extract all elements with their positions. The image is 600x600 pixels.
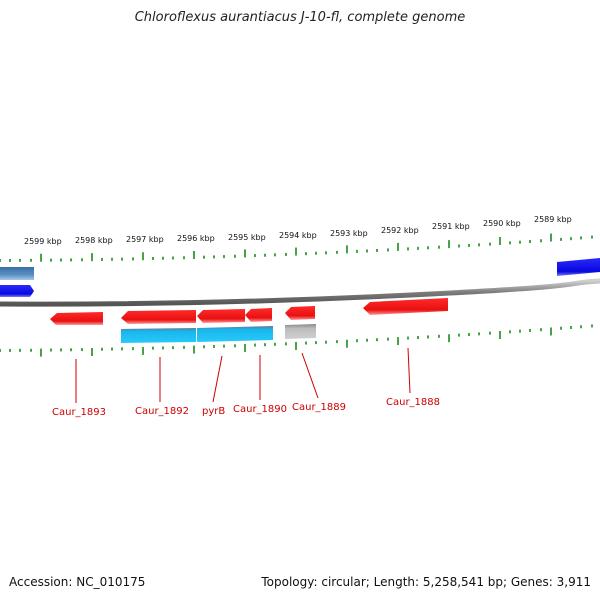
annotation-feature-pyrb[interactable] <box>197 326 273 342</box>
scale-tick-label: 2594 kbp <box>279 231 317 240</box>
forward-feature-left-cds[interactable] <box>0 285 34 297</box>
gene-labels: Caur_1893 Caur_1892 pyrB Caur_1890 Caur_… <box>52 397 440 418</box>
genome-backbone <box>0 278 600 307</box>
gene-caur-1890[interactable] <box>245 308 272 322</box>
gene-label-caur-1890[interactable]: Caur_1890 <box>233 404 287 415</box>
leader-line-pyrb <box>212 355 223 403</box>
scale-tick-label: 2598 kbp <box>75 236 113 245</box>
reverse-annotation-features <box>121 324 316 343</box>
accession-text: Accession: NC_010175 <box>9 575 146 589</box>
gene-pyrb[interactable] <box>197 309 245 323</box>
gene-caur-1892[interactable] <box>121 310 196 324</box>
scale-tick-row-upper <box>0 233 593 262</box>
gene-label-caur-1888[interactable]: Caur_1888 <box>386 397 440 408</box>
scale-tick-row-lower <box>0 324 593 357</box>
annotation-feature-caur-1892[interactable] <box>121 328 196 343</box>
scale-tick-label: 2593 kbp <box>330 229 368 238</box>
scale-tick-label: 2591 kbp <box>432 222 470 231</box>
annotation-feature-caur-1889[interactable] <box>285 324 316 339</box>
scale-tick-label: 2592 kbp <box>381 226 419 235</box>
leader-line-caur-1888 <box>407 347 411 394</box>
gene-caur-1893[interactable] <box>50 312 103 325</box>
gene-label-caur-1889[interactable]: Caur_1889 <box>292 402 346 413</box>
scale-tick-label: 2589 kbp <box>534 215 572 224</box>
gene-label-leaders <box>75 347 411 403</box>
gene-label-caur-1892[interactable]: Caur_1892 <box>135 406 189 417</box>
forward-feature-right-cds[interactable] <box>557 258 600 276</box>
reverse-strand-features <box>50 298 448 325</box>
gene-label-caur-1893[interactable]: Caur_1893 <box>52 407 106 418</box>
scale-tick-label: 2590 kbp <box>483 219 521 228</box>
genome-summary-text: Topology: circular; Length: 5,258,541 bp… <box>261 575 591 589</box>
gene-caur-1889[interactable] <box>285 306 315 320</box>
scale-labels: 2599 kbp 2598 kbp 2597 kbp 2596 kbp 2595… <box>24 215 572 246</box>
forward-feature-left-annotation[interactable] <box>0 267 34 280</box>
map-title: Chloroflexus aurantiacus J-10-fl, comple… <box>134 10 466 25</box>
forward-strand-features <box>0 258 600 297</box>
leader-line-caur-1889 <box>301 352 319 399</box>
scale-tick-label: 2599 kbp <box>24 237 62 246</box>
scale-tick-label: 2597 kbp <box>126 235 164 244</box>
scale-tick-label: 2595 kbp <box>228 233 266 242</box>
scale-tick-label: 2596 kbp <box>177 234 215 243</box>
gene-caur-1888[interactable] <box>363 298 448 315</box>
gene-label-pyrb[interactable]: pyrB <box>202 406 225 417</box>
